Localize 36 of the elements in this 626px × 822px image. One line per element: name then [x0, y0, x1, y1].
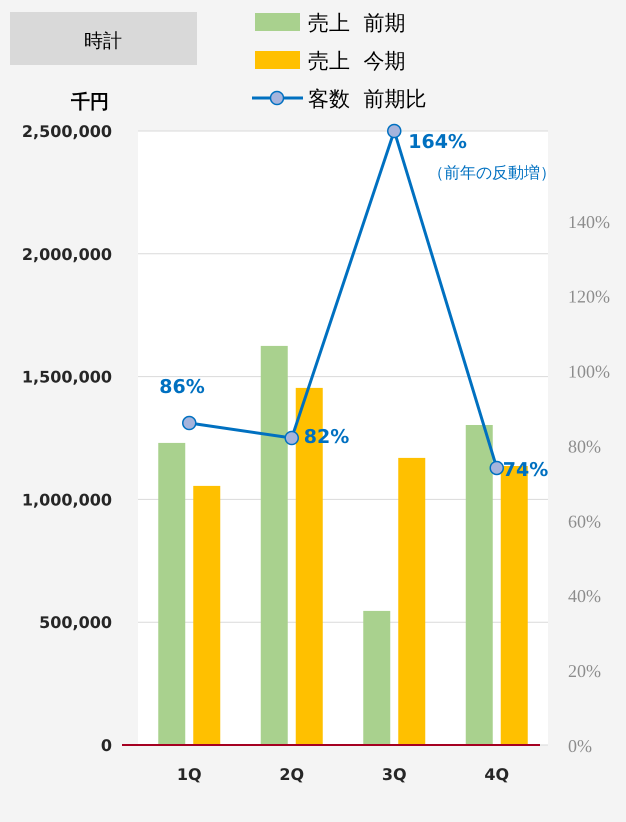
bar — [466, 424, 493, 745]
y2-tick-label: 20% — [568, 661, 601, 682]
data-label: 164% — [408, 131, 467, 153]
y-tick-label: 2,500,000 — [22, 122, 112, 141]
x-tick-label: 4Q — [484, 765, 510, 784]
y-tick-label: 0 — [100, 736, 112, 755]
bar — [260, 346, 288, 745]
point — [490, 460, 504, 476]
bar — [398, 458, 426, 745]
point — [387, 124, 402, 138]
y2-tick-label: 0% — [568, 736, 592, 756]
y-tick-label: 2,000,000 — [22, 244, 112, 264]
legend-label: 客数 前期比 — [308, 87, 426, 111]
point — [284, 430, 299, 446]
legend-label: 売上 今期 — [308, 49, 406, 73]
data-label: 86% — [159, 376, 205, 398]
x-tick-label: 3Q — [382, 765, 407, 784]
x-tick-label: 2Q — [279, 765, 304, 784]
bar — [363, 610, 390, 745]
y-axis-title: 千円 — [70, 91, 109, 113]
y2-tick-label: 80% — [568, 436, 601, 456]
y2-tick-label: 140% — [568, 212, 610, 232]
y-tick-label: 500,000 — [39, 613, 112, 632]
y2-tick-label: 100% — [568, 362, 610, 382]
annotation: （前年の反動増） — [428, 163, 556, 182]
bar — [193, 486, 220, 745]
chart-title: 時計 — [84, 30, 122, 52]
y-tick-label: 1,000,000 — [22, 490, 112, 510]
point — [182, 416, 196, 430]
x-tick-label: 1Q — [176, 765, 202, 784]
y2-tick-label: 60% — [568, 511, 601, 532]
legend-label: 売上 前期 — [308, 11, 406, 35]
y2-tick-label: 40% — [568, 586, 601, 606]
bar — [158, 442, 186, 745]
y-tick-label: 1,500,000 — [22, 368, 112, 387]
y2-tick-label: 120% — [568, 286, 610, 307]
